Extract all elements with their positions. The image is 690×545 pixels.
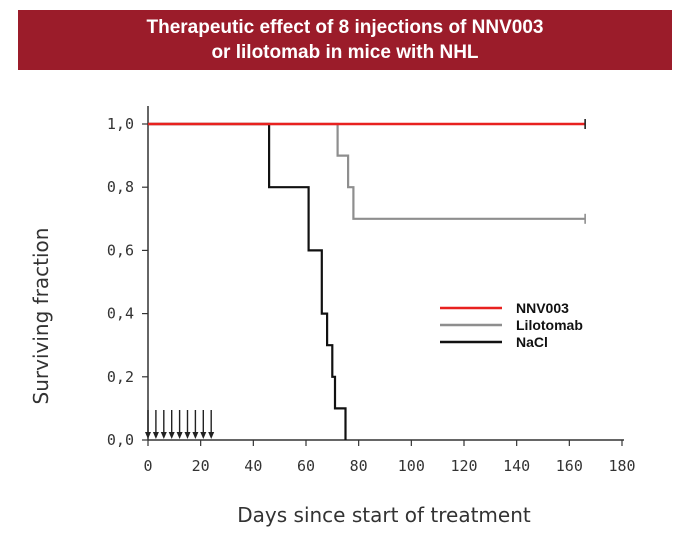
- injection-arrow-head: [152, 432, 159, 439]
- injection-arrow-head: [192, 432, 199, 439]
- x-tick-label: 160: [556, 457, 583, 475]
- y-tick-label: 0,0: [107, 431, 134, 449]
- injection-arrow-head: [145, 432, 151, 439]
- tick-layer: 0 20 40 60 80 100 120 140 160 180 0,0 0,2 0,4 0,6 0,8 1…: [107, 115, 636, 475]
- x-tick-label: 60: [297, 457, 315, 475]
- y-tick-label: 0,8: [107, 178, 134, 196]
- x-tick-label: 120: [450, 457, 477, 475]
- x-tick-label: 80: [350, 457, 368, 475]
- injection-arrows: [145, 410, 215, 439]
- x-tick-label: 40: [244, 457, 262, 475]
- x-tick-label: 0: [143, 457, 152, 475]
- y-tick-label: 0,6: [107, 241, 134, 259]
- x-tick-label: 140: [503, 457, 530, 475]
- series-line-lilotomab: [148, 122, 586, 220]
- injection-arrow-head: [168, 432, 175, 439]
- title-banner: Therapeutic effect of 8 injections of NN…: [18, 10, 672, 70]
- series-layer: [148, 119, 586, 440]
- injection-arrow-head: [160, 432, 167, 439]
- legend-label-nnv003: NNV003: [516, 300, 569, 316]
- injection-arrow-head: [200, 432, 207, 439]
- series-line-nacl: [148, 122, 347, 440]
- legend-label-lilotomab: Lilotomab: [516, 317, 583, 333]
- y-tick-label: 1,0: [107, 115, 134, 133]
- y-axis-label: Surviving fraction: [29, 228, 53, 405]
- x-tick-label: 20: [192, 457, 210, 475]
- legend-label-nacl: NaCl: [516, 334, 548, 350]
- injection-arrow-head: [208, 432, 215, 439]
- x-axis-label: Days since start of treatment: [237, 503, 531, 527]
- y-tick-label: 0,4: [107, 305, 134, 323]
- injection-arrow-head: [184, 432, 191, 439]
- y-tick-label: 0,2: [107, 368, 134, 386]
- title-line-1: Therapeutic effect of 8 injections of NN…: [146, 17, 544, 38]
- title-line-2: or lilotomab in mice with NHL: [211, 42, 479, 63]
- x-tick-label: 100: [398, 457, 425, 475]
- axes: [147, 106, 624, 441]
- injection-arrow-head: [176, 432, 183, 439]
- x-tick-label: 180: [608, 457, 635, 475]
